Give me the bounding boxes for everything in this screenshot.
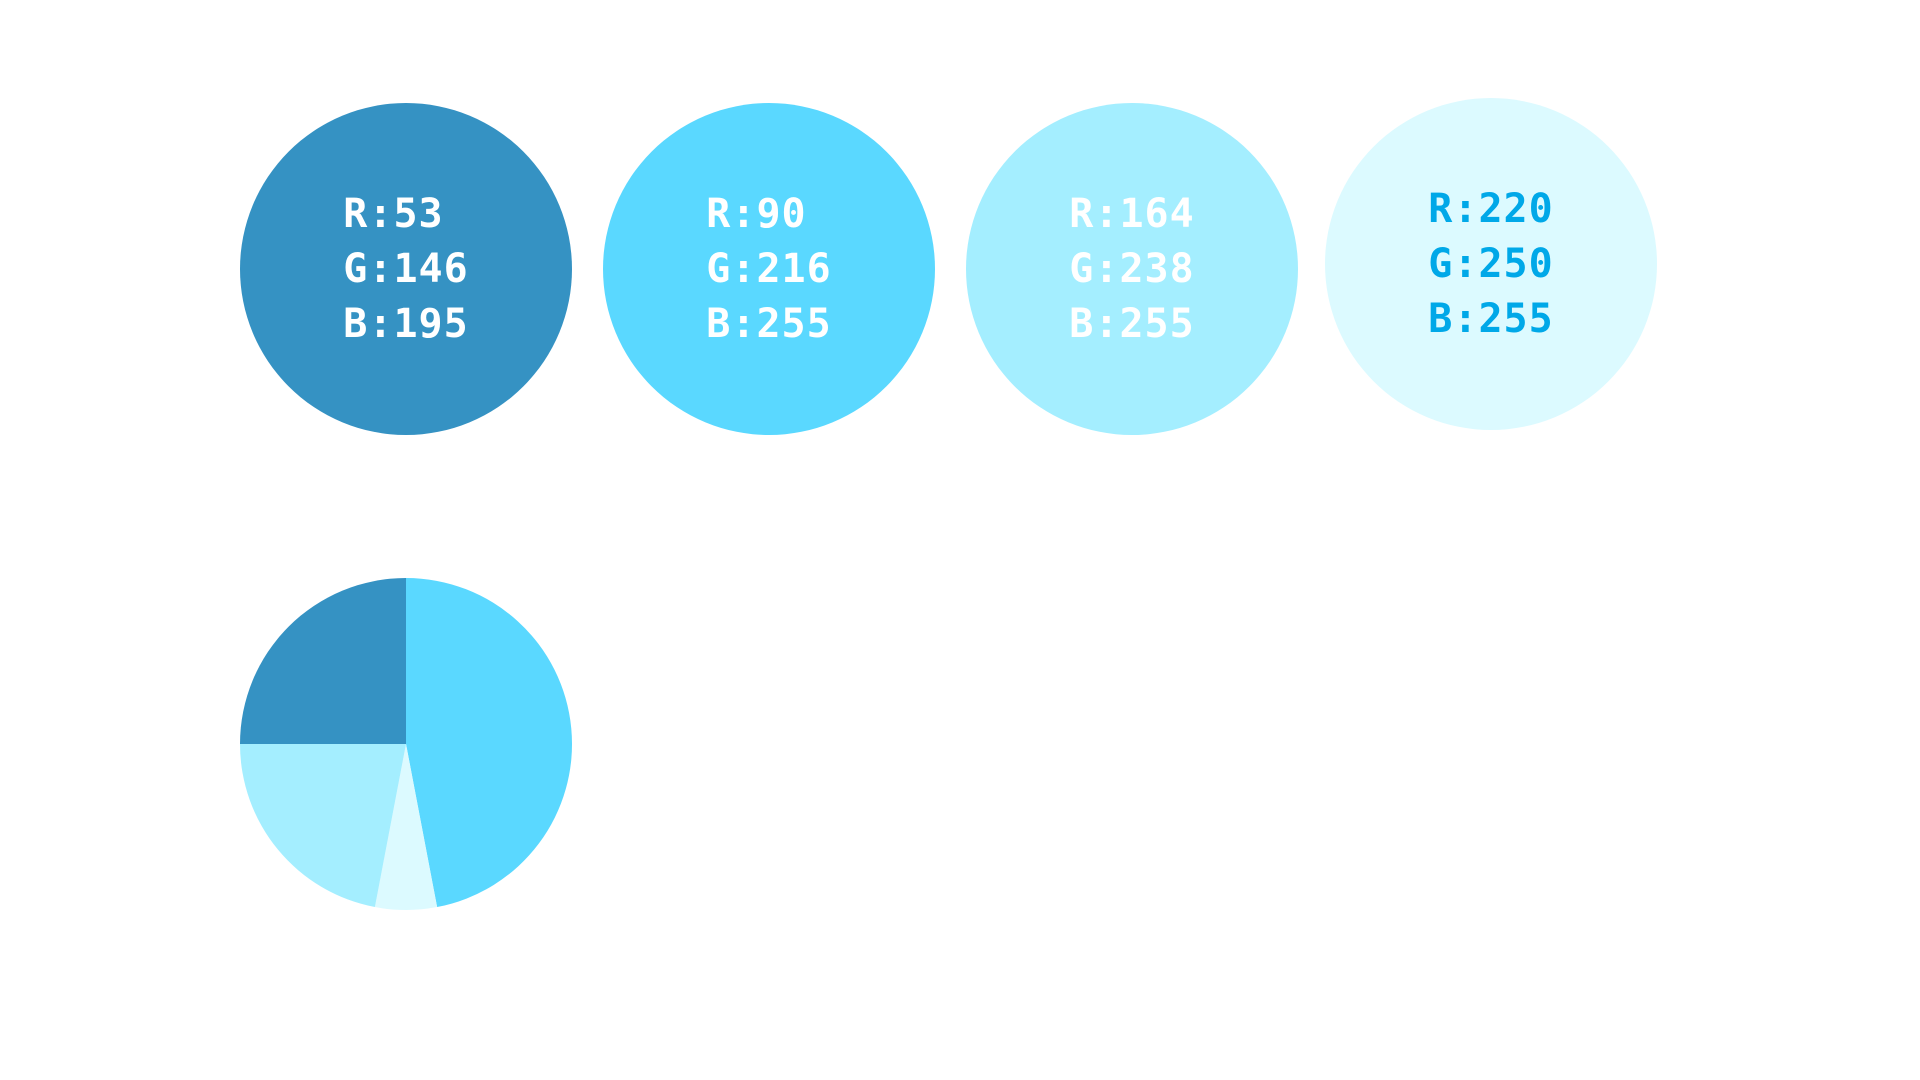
pie-slice-4 bbox=[240, 578, 406, 744]
swatch-1-b-value: B:195 bbox=[343, 300, 469, 347]
color-swatch-2: R:90 G:216 B:255 bbox=[603, 103, 935, 435]
swatch-3-rgb-text: R:164 G:238 B:255 bbox=[1069, 187, 1194, 352]
swatch-4-rgb-text: R:220 G:250 B:255 bbox=[1428, 182, 1553, 347]
color-swatch-4: R:220 G:250 B:255 bbox=[1325, 98, 1657, 430]
color-swatch-3: R:164 G:238 B:255 bbox=[966, 103, 1298, 435]
pie-chart bbox=[240, 578, 573, 911]
swatch-2-r-value: R:90 bbox=[706, 190, 807, 237]
swatch-1-g-value: G:146 bbox=[343, 245, 469, 292]
swatch-2-g-value: G:216 bbox=[706, 245, 832, 292]
swatch-4-r-value: R:220 bbox=[1428, 185, 1554, 232]
swatch-4-b-value: B:255 bbox=[1428, 295, 1554, 342]
swatch-1-rgb-text: R:53 G:146 B:195 bbox=[343, 187, 468, 352]
swatch-3-g-value: G:238 bbox=[1069, 245, 1195, 292]
swatch-4-g-value: G:250 bbox=[1428, 240, 1554, 287]
swatch-3-r-value: R:164 bbox=[1069, 190, 1195, 237]
pie-slice-2 bbox=[374, 744, 438, 911]
pie-slice-3 bbox=[240, 744, 406, 908]
swatch-2-b-value: B:255 bbox=[706, 300, 832, 347]
swatch-2-rgb-text: R:90 G:216 B:255 bbox=[706, 187, 831, 352]
swatch-3-b-value: B:255 bbox=[1069, 300, 1195, 347]
color-swatch-1: R:53 G:146 B:195 bbox=[240, 103, 572, 435]
swatch-1-r-value: R:53 bbox=[343, 190, 444, 237]
pie-slice-1 bbox=[406, 578, 573, 908]
